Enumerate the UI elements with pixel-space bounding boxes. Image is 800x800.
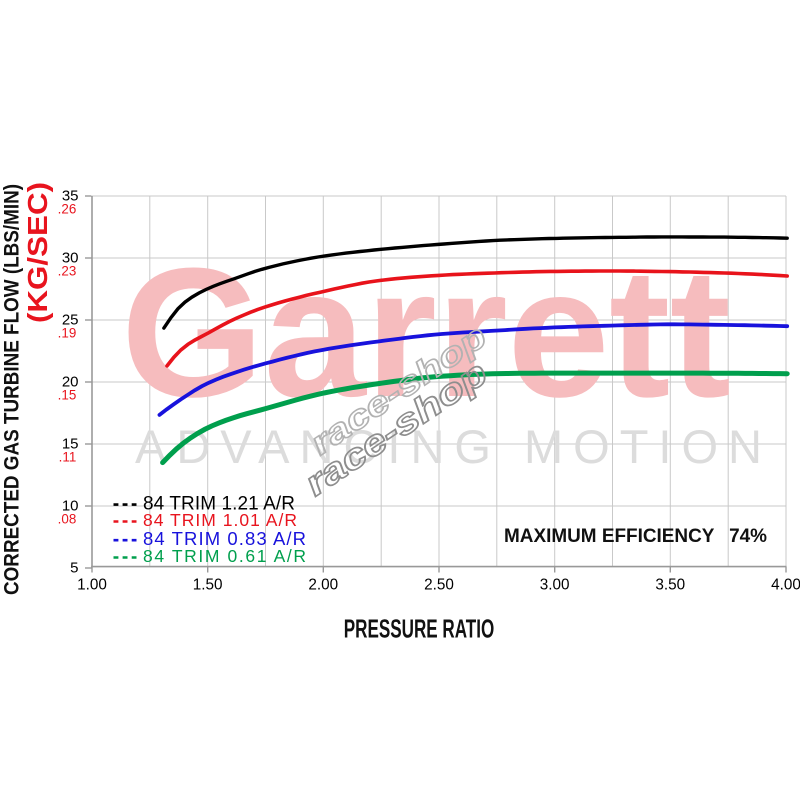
svg-text:.15: .15 bbox=[58, 388, 77, 403]
svg-text:CORRECTED GAS TURBINE FLOW (LB: CORRECTED GAS TURBINE FLOW (LBS/MIN) bbox=[0, 184, 23, 595]
svg-text:Garrett: Garrett bbox=[121, 229, 731, 435]
svg-text:.11: .11 bbox=[59, 450, 77, 465]
svg-text:MAXIMUM EFFICIENCY 74%: MAXIMUM EFFICIENCY 74% bbox=[504, 525, 767, 547]
svg-text:84 TRIM 1.01 A/R: 84 TRIM 1.01 A/R bbox=[143, 510, 297, 530]
svg-text:35: 35 bbox=[62, 187, 79, 204]
svg-text:84 TRIM 0.61 A/R: 84 TRIM 0.61 A/R bbox=[143, 546, 306, 566]
svg-text:30: 30 bbox=[62, 249, 79, 266]
svg-text:15: 15 bbox=[62, 435, 79, 452]
svg-text:(KG/SEC): (KG/SEC) bbox=[22, 182, 53, 323]
svg-text:5: 5 bbox=[70, 559, 78, 576]
svg-text:20: 20 bbox=[62, 373, 79, 390]
svg-text:10: 10 bbox=[62, 497, 79, 514]
svg-text:.19: .19 bbox=[58, 326, 77, 341]
svg-text:.23: .23 bbox=[58, 264, 77, 279]
svg-text:84 TRIM 0.83 A/R: 84 TRIM 0.83 A/R bbox=[143, 528, 306, 549]
svg-text:4.00: 4.00 bbox=[771, 577, 800, 594]
svg-text:2.00: 2.00 bbox=[308, 577, 338, 594]
svg-text:.26: .26 bbox=[58, 202, 77, 217]
svg-text:2.50: 2.50 bbox=[424, 577, 454, 594]
svg-text:3.00: 3.00 bbox=[540, 577, 570, 594]
svg-text:PRESSURE RATIO: PRESSURE RATIO bbox=[344, 614, 495, 643]
svg-text:1.50: 1.50 bbox=[193, 577, 223, 594]
svg-text:.08: .08 bbox=[58, 512, 77, 527]
svg-text:3.50: 3.50 bbox=[655, 577, 685, 594]
svg-text:25: 25 bbox=[62, 311, 79, 328]
svg-text:1.00: 1.00 bbox=[77, 577, 107, 594]
svg-text:84 TRIM 1.21 A/R: 84 TRIM 1.21 A/R bbox=[143, 494, 295, 515]
